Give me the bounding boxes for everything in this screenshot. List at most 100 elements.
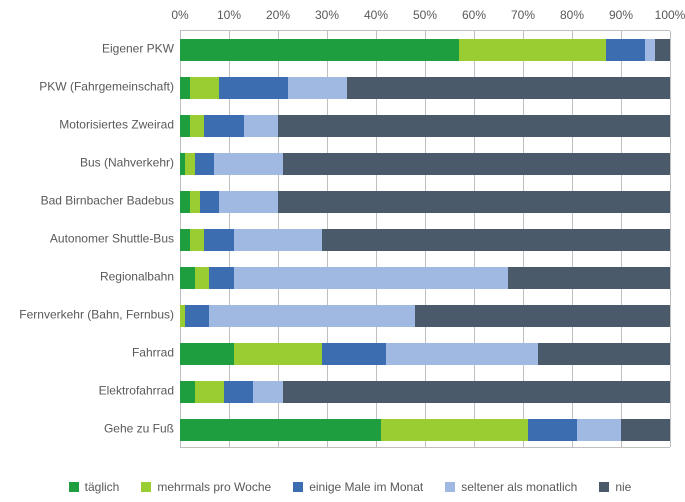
category-label: Fernverkehr (Bahn, Fernbus) [0, 308, 174, 321]
bar-segment-nie [347, 77, 670, 99]
bar-row [180, 343, 670, 365]
bar-row [180, 305, 670, 327]
legend-item-seltener: seltener als monatlich [445, 480, 577, 494]
legend-label: seltener als monatlich [461, 480, 577, 494]
bar-segment-einige [209, 267, 234, 289]
category-label: Fahrrad [0, 346, 174, 359]
category-label: Autonomer Shuttle-Bus [0, 232, 174, 245]
bar-row [180, 77, 670, 99]
x-tick-label: 60% [462, 8, 486, 22]
bar-segment-einige [322, 343, 386, 365]
bar-row [180, 39, 670, 61]
bar-segment-einige [224, 381, 253, 403]
bar-segment-einige [528, 419, 577, 441]
x-tick-label: 20% [266, 8, 290, 22]
legend-item-einige: einige Male im Monat [293, 480, 423, 494]
bar-segment-mehrmals [195, 267, 210, 289]
category-label: Elektrofahrrad [0, 384, 174, 397]
legend-item-taeglich: täglich [69, 480, 120, 494]
x-tick-label: 100% [655, 8, 685, 22]
gridline [670, 31, 671, 447]
category-label: Bad Birnbacher Badebus [0, 194, 174, 207]
category-label: Bus (Nahverkehr) [0, 156, 174, 169]
bar-segment-mehrmals [234, 343, 322, 365]
bar-segment-einige [606, 39, 645, 61]
bar-segment-nie [508, 267, 670, 289]
bar-segment-nie [655, 39, 670, 61]
bar-row [180, 153, 670, 175]
bar-segment-einige [204, 115, 243, 137]
bar-segment-taeglich [180, 229, 190, 251]
bar-segment-mehrmals [190, 77, 219, 99]
bar-segment-einige [195, 153, 215, 175]
bar-segment-seltener [253, 381, 282, 403]
bar-segment-einige [200, 191, 220, 213]
x-tick-label: 90% [609, 8, 633, 22]
bar-segment-taeglich [180, 191, 190, 213]
legend-swatch [69, 482, 79, 492]
legend-label: täglich [85, 480, 120, 494]
bar-segment-taeglich [180, 115, 190, 137]
bar-segment-mehrmals [459, 39, 606, 61]
bar-segment-taeglich [180, 77, 190, 99]
bar-segment-seltener [214, 153, 283, 175]
bar-segment-nie [538, 343, 670, 365]
bar-segment-nie [283, 381, 670, 403]
legend-swatch [141, 482, 151, 492]
bar-row [180, 419, 670, 441]
bar-segment-nie [415, 305, 670, 327]
plot-area [180, 30, 670, 448]
bar-segment-nie [283, 153, 670, 175]
bar-segment-einige [219, 77, 288, 99]
legend-item-nie: nie [599, 480, 631, 494]
legend-label: nie [615, 480, 631, 494]
chart-container: 0%10%20%30%40%50%60%70%80%90%100% Eigene… [0, 0, 685, 502]
category-label: PKW (Fahrgemeinschaft) [0, 80, 174, 93]
bar-segment-seltener [244, 115, 278, 137]
bar-segment-mehrmals [190, 115, 205, 137]
bar-row [180, 115, 670, 137]
category-label: Gehe zu Fuß [0, 422, 174, 435]
bar-segment-seltener [645, 39, 655, 61]
x-tick-label: 0% [171, 8, 188, 22]
bar-segment-seltener [219, 191, 278, 213]
bar-row [180, 267, 670, 289]
legend-swatch [445, 482, 455, 492]
bar-row [180, 229, 670, 251]
legend: täglich mehrmals pro Woche einige Male im … [50, 480, 650, 494]
bar-segment-nie [322, 229, 670, 251]
bar-segment-mehrmals [190, 229, 205, 251]
bar-segment-seltener [209, 305, 415, 327]
x-tick-label: 80% [560, 8, 584, 22]
category-label: Regionalbahn [0, 270, 174, 283]
bar-segment-taeglich [180, 267, 195, 289]
bar-row [180, 381, 670, 403]
bar-segment-taeglich [180, 381, 195, 403]
x-tick-label: 70% [511, 8, 535, 22]
bar-segment-seltener [234, 229, 322, 251]
bar-segment-seltener [288, 77, 347, 99]
bar-segment-nie [278, 191, 670, 213]
bar-segment-nie [621, 419, 670, 441]
category-label: Motorisiertes Zweirad [0, 118, 174, 131]
bar-segment-einige [204, 229, 233, 251]
x-tick-label: 30% [315, 8, 339, 22]
legend-label: einige Male im Monat [309, 480, 423, 494]
legend-item-mehrmals: mehrmals pro Woche [141, 480, 271, 494]
legend-swatch [599, 482, 609, 492]
bar-segment-seltener [386, 343, 538, 365]
bar-segment-nie [278, 115, 670, 137]
bar-segment-mehrmals [381, 419, 528, 441]
category-label: Eigener PKW [0, 42, 174, 55]
legend-label: mehrmals pro Woche [157, 480, 271, 494]
bar-segment-seltener [577, 419, 621, 441]
bar-segment-mehrmals [190, 191, 200, 213]
bar-segment-mehrmals [185, 153, 195, 175]
legend-swatch [293, 482, 303, 492]
bar-segment-taeglich [180, 419, 381, 441]
bar-segment-taeglich [180, 39, 459, 61]
x-tick-label: 50% [413, 8, 437, 22]
bar-segment-mehrmals [195, 381, 224, 403]
bar-segment-taeglich [180, 343, 234, 365]
x-tick-label: 40% [364, 8, 388, 22]
